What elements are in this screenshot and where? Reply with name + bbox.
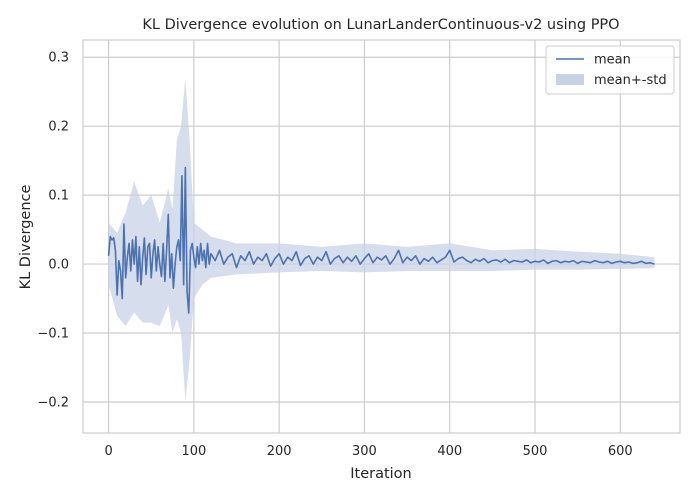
x-tick-label-0: 0 [104,444,112,459]
std-band [108,77,655,402]
x-tick-label-4: 400 [437,444,462,459]
x-tick-label-5: 500 [523,444,548,459]
y-tick-label-2: 0.0 [48,258,69,273]
legend-band-label: mean+-std [594,73,667,88]
x-axis-label: Iteration [350,466,412,482]
chart-title: KL Divergence evolution on LunarLanderCo… [142,17,619,33]
y-tick-label-3: 0.1 [48,189,69,204]
y-tick-label-4: 0.2 [48,120,69,135]
y-tick-label-0: −0.2 [37,395,69,410]
x-tick-label-2: 200 [267,444,292,459]
x-tick-label-1: 100 [181,444,206,459]
y-axis-label: KL Divergence [18,185,34,290]
legend: mean mean+-std [545,45,675,95]
legend-mean-label: mean [594,53,631,68]
plot-frame [82,39,681,434]
mean-line [107,166,655,314]
legend-band-swatch [556,74,584,85]
x-tick-labels: 0 100 200 300 400 500 600 [104,444,632,459]
mean-line-layer [107,166,655,314]
y-tick-labels: −0.2 −0.1 0.0 0.1 0.2 0.3 [37,51,69,411]
x-tick-label-6: 600 [608,444,633,459]
y-tick-label-5: 0.3 [48,51,69,66]
std-band-layer [108,77,655,402]
x-tick-label-3: 300 [352,444,377,459]
y-tick-label-1: −0.1 [37,327,69,342]
